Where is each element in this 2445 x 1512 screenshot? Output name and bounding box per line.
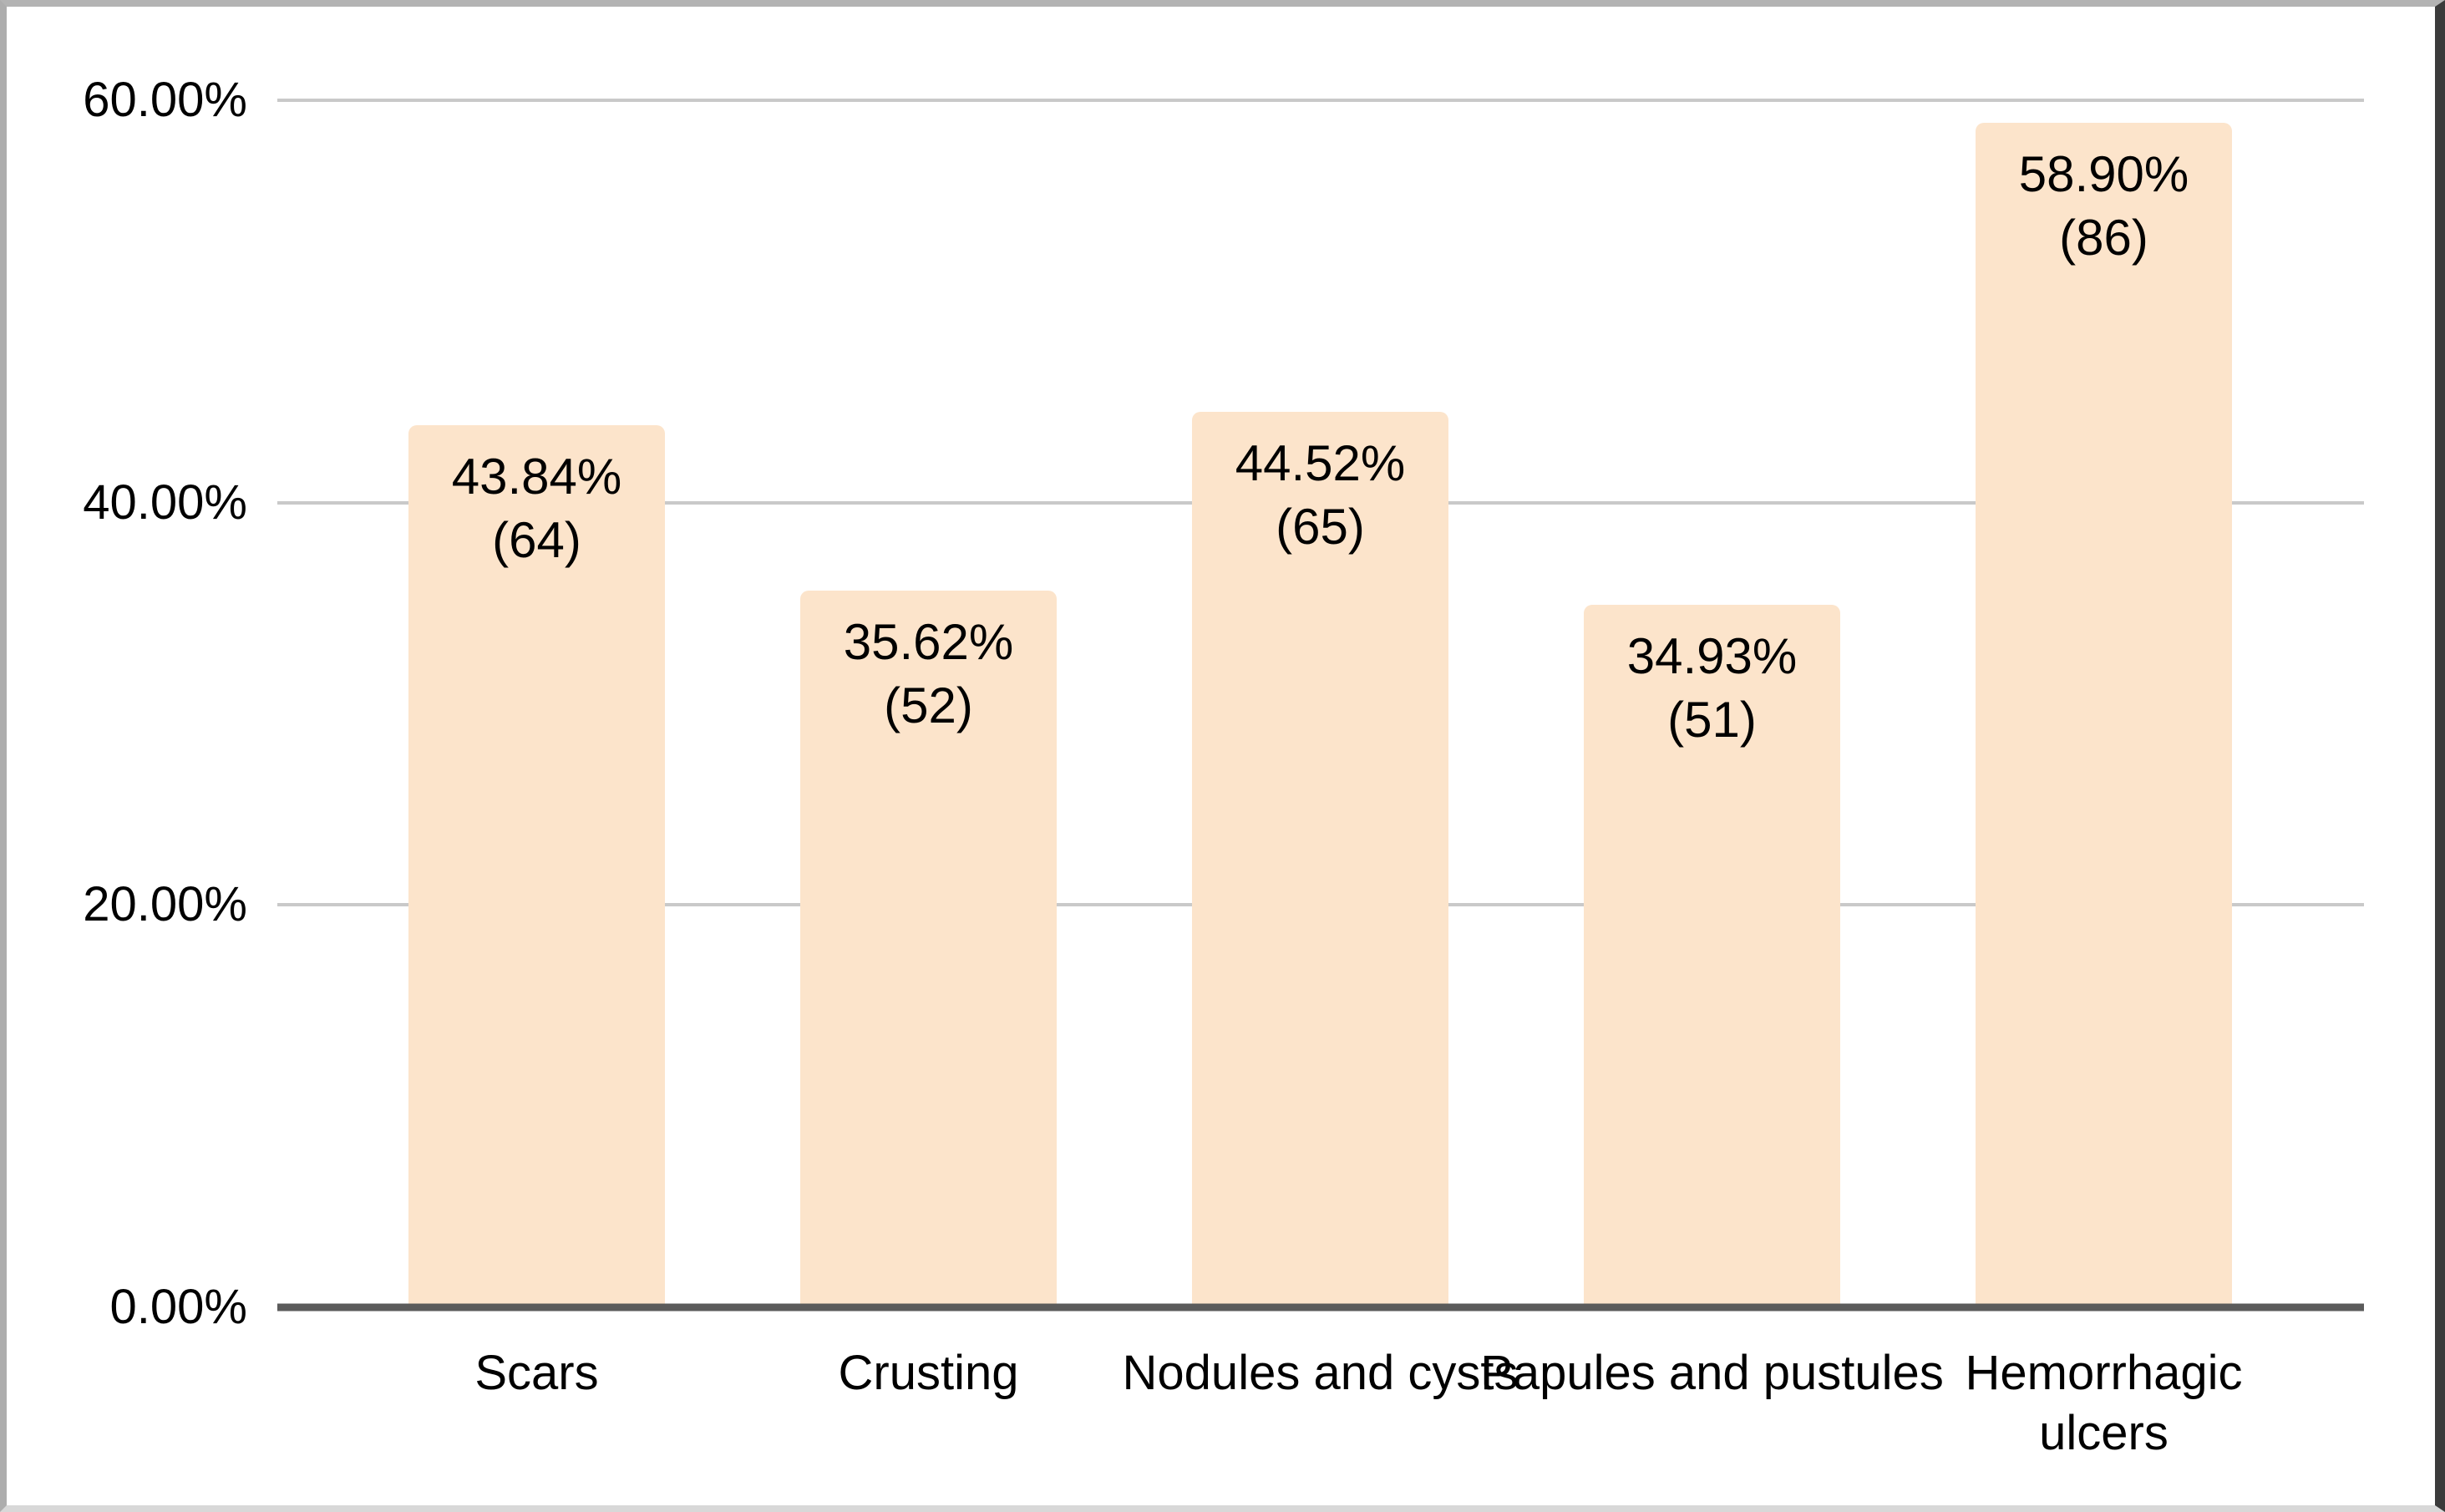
x-category-label: Hemorrhagic ulcers bbox=[1965, 1346, 2243, 1460]
x-category-label: Nodules and cysts bbox=[1122, 1346, 1519, 1400]
bar: 34.93% (51) bbox=[1584, 604, 1840, 1307]
gridline bbox=[277, 99, 2364, 102]
bar-label: 43.84% (64) bbox=[408, 425, 665, 572]
x-category-label: Papules and pustules bbox=[1480, 1346, 1944, 1400]
bar: 44.52% (65) bbox=[1192, 411, 1448, 1307]
bar: 58.90% (86) bbox=[1976, 122, 2232, 1307]
plot-area: 60.00% 40.00% 20.00% 0.00% 43.84% (64) Scars 35… bbox=[83, 73, 2364, 1460]
bar-label: 35.62% (52) bbox=[800, 591, 1057, 738]
bar-count-label: (64) bbox=[492, 512, 581, 569]
bar-label: 58.90% (86) bbox=[1976, 123, 2232, 270]
bar: 43.84% (64) bbox=[408, 425, 665, 1307]
bar-count-label: (86) bbox=[2059, 209, 2148, 266]
y-tick-label: 60.00% bbox=[83, 73, 247, 127]
bar: 35.62% (52) bbox=[800, 591, 1057, 1307]
bar-count-label: (51) bbox=[1667, 691, 1757, 748]
bar-label: 44.52% (65) bbox=[1192, 412, 1448, 559]
x-category-label: Crusting bbox=[838, 1346, 1019, 1400]
x-axis-line bbox=[277, 1303, 2364, 1312]
y-tick-label: 20.00% bbox=[83, 877, 247, 932]
x-category-label: Scars bbox=[474, 1346, 599, 1400]
bar-value-label: 44.52% bbox=[1235, 434, 1406, 491]
bar-value-label: 58.90% bbox=[2018, 145, 2189, 202]
bar-value-label: 43.84% bbox=[451, 449, 622, 505]
y-tick-label: 40.00% bbox=[83, 474, 247, 530]
bar-value-label: 35.62% bbox=[843, 614, 1014, 671]
bar-count-label: (65) bbox=[1276, 498, 1365, 555]
bar-count-label: (52) bbox=[884, 677, 973, 734]
bar-label: 34.93% (51) bbox=[1584, 605, 1840, 752]
bar-value-label: 34.93% bbox=[1626, 627, 1798, 684]
y-tick-label: 0.00% bbox=[109, 1280, 247, 1334]
